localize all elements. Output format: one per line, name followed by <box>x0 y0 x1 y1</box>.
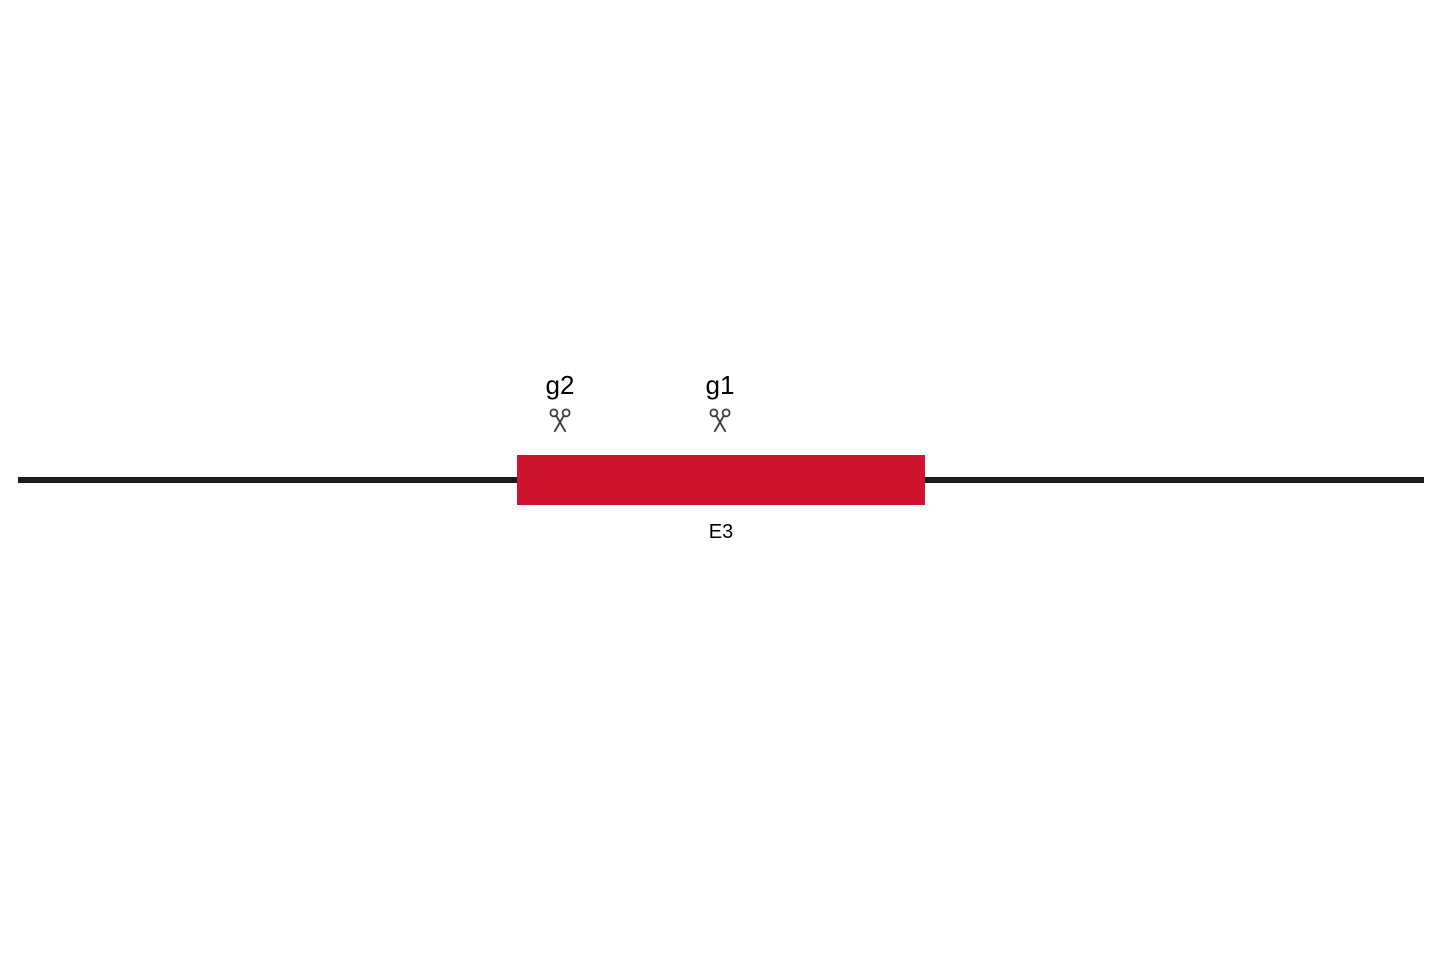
cut-site-label: g1 <box>690 370 750 401</box>
cut-site-label: g2 <box>530 370 590 401</box>
exon-box <box>517 455 925 505</box>
cut-site-g2: g2 <box>530 370 590 438</box>
exon-label: E3 <box>517 521 925 544</box>
scissors-icon <box>530 405 590 438</box>
cut-site-g1: g1 <box>690 370 750 438</box>
scissors-icon <box>690 405 750 438</box>
gene-line-left <box>18 477 517 483</box>
gene-line-right <box>925 477 1424 483</box>
scissors-icon <box>706 405 734 433</box>
scissors-icon <box>546 405 574 433</box>
gene-diagram: E3 g2 g1 <box>0 0 1440 960</box>
